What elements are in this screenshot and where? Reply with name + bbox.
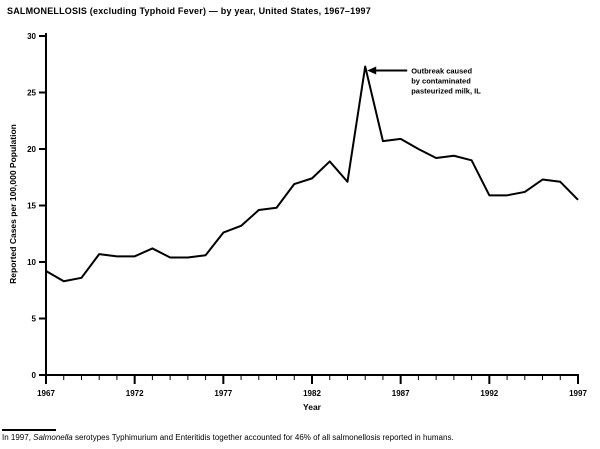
x-tick-label: 1982 bbox=[303, 389, 321, 398]
y-tick-label: 20 bbox=[27, 145, 36, 154]
x-axis-title: Year bbox=[303, 402, 322, 412]
y-axis-title: Reported Cases per 100,000 Population bbox=[8, 124, 18, 284]
footnote-separator bbox=[2, 429, 56, 431]
x-tick-label: 1972 bbox=[126, 389, 144, 398]
footnote-suffix: serotypes Typhimurium and Enteritidis to… bbox=[72, 433, 454, 442]
footnote: In 1997, Salmonella serotypes Typhimuriu… bbox=[2, 433, 598, 442]
x-tick-label: 1977 bbox=[214, 389, 232, 398]
x-tick-label: 1997 bbox=[569, 389, 587, 398]
y-tick-label: 30 bbox=[27, 32, 36, 41]
y-tick-label: 5 bbox=[32, 315, 37, 324]
x-tick-label: 1987 bbox=[392, 389, 410, 398]
chart-title: SALMONELLOSIS (excluding Typhoid Fever) … bbox=[7, 6, 371, 16]
annotation-text-line: Outbreak caused bbox=[411, 67, 472, 76]
x-tick-label: 1992 bbox=[480, 389, 498, 398]
y-tick-label: 25 bbox=[27, 89, 36, 98]
x-tick-label: 1967 bbox=[37, 389, 55, 398]
y-tick-label: 10 bbox=[27, 258, 36, 267]
y-tick-label: 15 bbox=[27, 202, 36, 211]
annotation-text-line: pasteurized milk, IL bbox=[411, 87, 481, 96]
data-line bbox=[45, 65, 579, 283]
y-tick-label: 0 bbox=[32, 371, 37, 380]
footnote-italic-term: Salmonella bbox=[33, 433, 73, 442]
annotation-arrowhead bbox=[367, 66, 377, 75]
annotation-text-line: by contaminated bbox=[411, 77, 471, 86]
footnote-prefix: In 1997, bbox=[2, 433, 34, 442]
